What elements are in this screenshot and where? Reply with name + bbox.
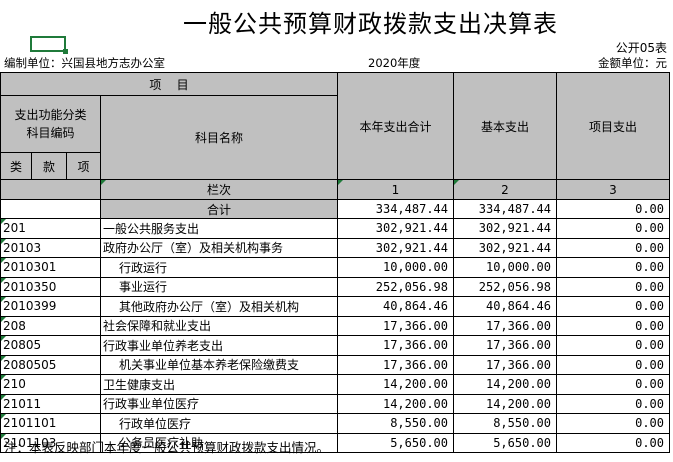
header-kuan: 款 xyxy=(31,152,67,180)
row-project: 0.00 xyxy=(556,315,670,336)
row-basic: 10,000.00 xyxy=(453,257,557,278)
sum-row: 合计 334,487.44 334,487.44 0.00 xyxy=(0,199,670,219)
row-total: 8,550.00 xyxy=(337,413,454,434)
row-total: 302,921.44 xyxy=(337,218,454,239)
column-no-1: 1 xyxy=(337,179,454,200)
row-project: 0.00 xyxy=(556,432,670,453)
row-total: 17,366.00 xyxy=(337,335,454,356)
row-code: 2010301 xyxy=(0,257,101,278)
row-name: 政府办公厅（室）及相关机构事务 xyxy=(100,237,338,258)
active-cell-cursor[interactable] xyxy=(30,36,68,54)
row-code: 2010399 xyxy=(0,296,101,317)
row-name: 一般公共服务支出 xyxy=(100,218,338,239)
row-name: 其他政府办公厅（室）及相关机构 xyxy=(100,296,338,317)
row-total: 302,921.44 xyxy=(337,237,454,258)
row-basic: 14,200.00 xyxy=(453,374,557,395)
sum-total: 334,487.44 xyxy=(337,199,454,219)
row-basic: 17,366.00 xyxy=(453,335,557,356)
blank-cell xyxy=(0,179,101,200)
table-row: 2010350 事业运行 252,056.98 252,056.98 0.00 xyxy=(0,276,670,297)
report-title: 一般公共预算财政拨款支出决算表 xyxy=(183,10,558,38)
row-name: 公务员医疗补助 xyxy=(100,432,338,453)
currency-label: 金额单位：元 xyxy=(598,56,667,70)
row-code: 201 xyxy=(0,218,101,239)
row-name: 行政事业单位养老支出 xyxy=(100,335,338,356)
column-no-2: 2 xyxy=(453,179,557,200)
table-row: 2010399 其他政府办公厅（室）及相关机构 40,864.46 40,864.46… xyxy=(0,296,670,317)
row-project: 0.00 xyxy=(556,335,670,356)
row-code: 2101101 xyxy=(0,413,101,434)
header-xiang: 项 xyxy=(66,152,101,180)
row-code: 20103 xyxy=(0,237,101,258)
row-name: 社会保障和就业支出 xyxy=(100,315,338,336)
row-total: 5,650.00 xyxy=(337,432,454,453)
row-code: 2010350 xyxy=(0,276,101,297)
header-lei: 类 xyxy=(0,152,32,180)
row-name: 行政单位医疗 xyxy=(100,413,338,434)
header-items: 项 目 xyxy=(0,72,338,96)
table-row: 20805 行政事业单位养老支出 17,366.00 17,366.00 0.00 xyxy=(0,335,670,356)
row-basic: 5,650.00 xyxy=(453,432,557,453)
table-row: 208 社会保障和就业支出 17,366.00 17,366.00 0.00 xyxy=(0,315,670,336)
row-code: 20805 xyxy=(0,335,101,356)
table-row: 21011 行政事业单位医疗 14,200.00 14,200.00 0.00 xyxy=(0,393,670,414)
row-basic: 302,921.44 xyxy=(453,218,557,239)
table-row: 2080505 机关事业单位基本养老保险缴费支 17,366.00 17,366.00… xyxy=(0,354,670,375)
row-total: 17,366.00 xyxy=(337,315,454,336)
row-basic: 8,550.00 xyxy=(453,413,557,434)
row-total: 10,000.00 xyxy=(337,257,454,278)
row-basic: 17,366.00 xyxy=(453,354,557,375)
row-total: 252,056.98 xyxy=(337,276,454,297)
row-basic: 14,200.00 xyxy=(453,393,557,414)
table-row: 201 一般公共服务支出 302,921.44 302,921.44 0.00 xyxy=(0,218,670,239)
report-year: 2020年度 xyxy=(368,56,421,70)
sum-project: 0.00 xyxy=(556,199,670,219)
row-code: 21011 xyxy=(0,393,101,414)
row-code: 2080505 xyxy=(0,354,101,375)
sum-label: 合计 xyxy=(100,199,338,219)
row-project: 0.00 xyxy=(556,393,670,414)
row-code: 210 xyxy=(0,374,101,395)
table-row: 210 卫生健康支出 14,200.00 14,200.00 0.00 xyxy=(0,374,670,395)
row-name: 行政运行 xyxy=(100,257,338,278)
row-name: 行政事业单位医疗 xyxy=(100,393,338,414)
header-project: 项目支出 xyxy=(556,72,670,180)
table-note: 注：本表反映部门本年度一般公共预算财政拨款支出情况。 xyxy=(4,440,330,455)
row-basic: 252,056.98 xyxy=(453,276,557,297)
table-row: 2101101 行政单位医疗 8,550.00 8,550.00 0.00 xyxy=(0,413,670,434)
row-basic: 40,864.46 xyxy=(453,296,557,317)
header-subject-name: 科目名称 xyxy=(100,95,338,180)
row-project: 0.00 xyxy=(556,237,670,258)
row-name: 机关事业单位基本养老保险缴费支 xyxy=(100,354,338,375)
row-project: 0.00 xyxy=(556,374,670,395)
row-project: 0.00 xyxy=(556,276,670,297)
row-total: 40,864.46 xyxy=(337,296,454,317)
header-func-code: 支出功能分类 科目编码 xyxy=(0,95,101,153)
row-code: 208 xyxy=(0,315,101,336)
column-no-3: 3 xyxy=(556,179,670,200)
row-project: 0.00 xyxy=(556,257,670,278)
header-total: 本年支出合计 xyxy=(337,72,454,180)
table-row: 20103 政府办公厅（室）及相关机构事务 302,921.44 302,921.44… xyxy=(0,237,670,258)
expenditure-table: 项 目 本年支出合计 基本支出 项目支出 支出功能分类 科目编码 科目名称 类 … xyxy=(0,72,670,453)
row-project: 0.00 xyxy=(556,413,670,434)
header-column-no: 栏次 xyxy=(100,179,338,200)
row-code: 2101103 xyxy=(0,432,101,453)
row-basic: 17,366.00 xyxy=(453,315,557,336)
unit-label: 编制单位：兴国县地方志办公室 xyxy=(4,56,165,70)
header-basic: 基本支出 xyxy=(453,72,557,180)
sum-basic: 334,487.44 xyxy=(453,199,557,219)
row-total: 17,366.00 xyxy=(337,354,454,375)
form-code: 公开05表 xyxy=(615,41,667,55)
row-project: 0.00 xyxy=(556,218,670,239)
row-basic: 302,921.44 xyxy=(453,237,557,258)
row-name: 事业运行 xyxy=(100,276,338,297)
row-project: 0.00 xyxy=(556,354,670,375)
table-row: 2010301 行政运行 10,000.00 10,000.00 0.00 xyxy=(0,257,670,278)
row-name: 卫生健康支出 xyxy=(100,374,338,395)
table-row: 2101103 公务员医疗补助 5,650.00 5,650.00 0.00 xyxy=(0,432,670,453)
row-total: 14,200.00 xyxy=(337,374,454,395)
row-total: 14,200.00 xyxy=(337,393,454,414)
row-project: 0.00 xyxy=(556,296,670,317)
